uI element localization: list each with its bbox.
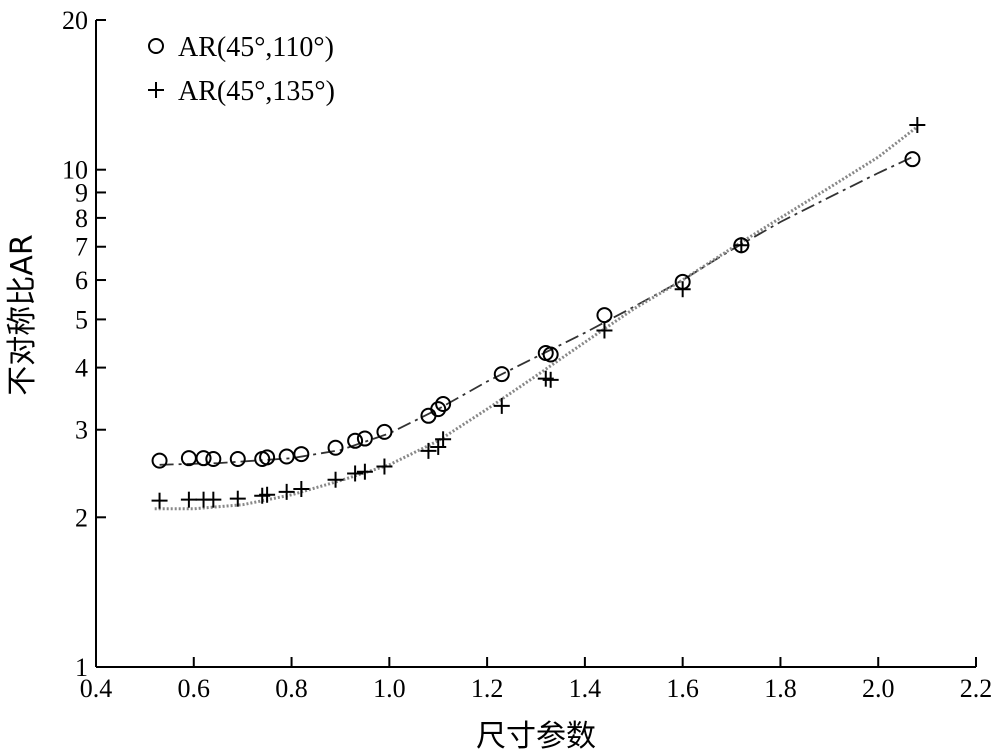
y-tick-label: 3 [75, 416, 88, 445]
circle-marker [430, 401, 447, 418]
markers [151, 116, 926, 509]
y-tick-label: 1 [75, 653, 88, 682]
circle-marker [205, 450, 222, 467]
x-tick-label: 0.4 [80, 674, 113, 703]
plus-marker [259, 486, 276, 503]
circle-marker [259, 449, 276, 466]
fit-line-series-2 [154, 125, 919, 511]
plus-marker [596, 322, 613, 339]
x-tick-label: 1.2 [471, 674, 504, 703]
circle-marker [195, 450, 212, 467]
plus-marker [293, 480, 310, 497]
plus-marker [229, 490, 246, 507]
plus-marker [542, 371, 559, 388]
y-tick-label: 10 [62, 156, 88, 185]
circle-marker [278, 448, 295, 465]
legend-plus-marker [148, 82, 164, 98]
x-tick-label: 0.8 [275, 674, 308, 703]
plus-marker [180, 491, 197, 508]
plus-marker [909, 116, 926, 133]
plus-marker [733, 237, 750, 254]
x-axis-title: 尺寸参数 [476, 719, 596, 753]
plus-marker [327, 471, 344, 488]
y-tick-label: 5 [75, 305, 88, 334]
circle-marker [151, 452, 168, 469]
y-tick-label: 8 [75, 204, 88, 233]
ticks: 0.4 0.6 0.8 1.0 1.2 1.4 1.6 1.8 2.0 2.2 1 2 3 4 5 6 7891… [62, 6, 992, 703]
circle-marker [542, 346, 559, 363]
x-tick-label: 0.6 [178, 674, 211, 703]
x-tick-label: 2.0 [862, 674, 895, 703]
legend-label-series-2: AR(45°,135°) [178, 76, 335, 107]
plus-marker [435, 431, 452, 448]
plus-marker [493, 397, 510, 414]
legend-label-series-1: AR(45°,110°) [178, 32, 334, 63]
circle-marker [596, 307, 613, 324]
plot-frame [95, 20, 976, 668]
legend: AR(45°,110°) AR(45°,135°) [148, 32, 335, 107]
plus-marker [420, 442, 437, 459]
y-tick-label: 4 [75, 354, 88, 383]
circle-marker [493, 366, 510, 383]
x-tick-label: 1.0 [373, 674, 406, 703]
fit-lines [154, 125, 919, 511]
y-tick-label: 20 [62, 6, 88, 35]
y-axis-title: 不对称比AR [5, 234, 40, 395]
circle-marker [435, 395, 452, 412]
x-tick-label: 1.4 [569, 674, 602, 703]
circle-marker [327, 439, 344, 456]
y-tick-label: 9 [75, 178, 88, 207]
plus-marker [347, 465, 364, 482]
y-tick-label: 6 [75, 266, 88, 295]
fit-line-series-1 [159, 156, 913, 466]
circle-marker [229, 450, 246, 467]
legend-circle-marker [148, 38, 164, 54]
circle-marker [376, 423, 393, 440]
circle-marker [904, 151, 921, 168]
y-tick-label: 2 [75, 503, 88, 532]
x-tick-label: 1.8 [764, 674, 797, 703]
circle-marker [356, 430, 373, 447]
circle-marker [347, 432, 364, 449]
plus-marker [151, 492, 168, 509]
plus-marker [205, 491, 222, 508]
plus-marker [674, 281, 691, 298]
x-tick-label: 2.2 [960, 674, 993, 703]
y-tick-label: 7 [75, 233, 88, 262]
x-tick-label: 1.6 [666, 674, 699, 703]
plus-marker [376, 458, 393, 475]
plus-marker [278, 483, 295, 500]
circle-marker [293, 446, 310, 463]
plus-marker [356, 463, 373, 480]
